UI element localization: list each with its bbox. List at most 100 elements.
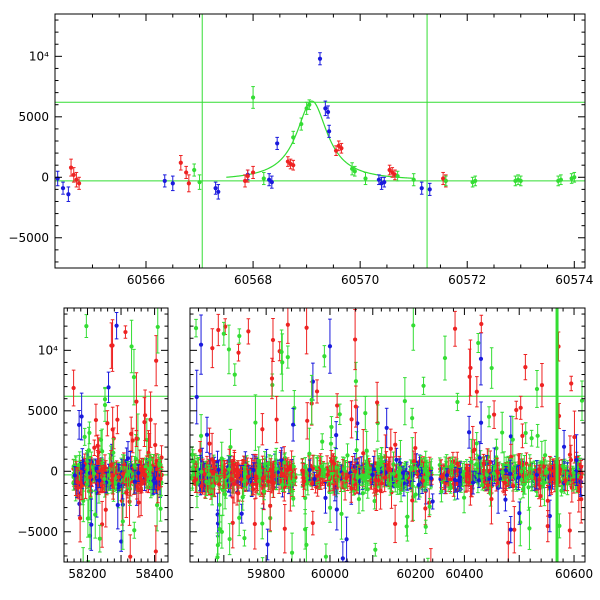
x-tick-label: 60572 — [448, 273, 486, 287]
data-point — [231, 462, 236, 467]
data-point — [81, 463, 86, 468]
data-point — [127, 499, 132, 504]
data-point — [323, 495, 328, 500]
data-point — [261, 176, 266, 181]
data-point — [134, 399, 139, 404]
data-point — [307, 451, 312, 456]
data-point — [361, 451, 366, 456]
data-point — [158, 462, 163, 467]
data-point — [353, 337, 358, 342]
bottom-plot-area — [64, 308, 585, 595]
data-point — [141, 587, 145, 591]
data-point — [210, 483, 216, 489]
data-point — [108, 462, 114, 468]
data-point — [127, 469, 132, 474]
data-point — [352, 169, 357, 174]
data-point — [291, 135, 296, 140]
data-point — [402, 399, 407, 404]
data-point — [411, 177, 416, 182]
data-point — [572, 175, 577, 180]
data-point — [219, 456, 224, 461]
data-point — [145, 591, 149, 595]
data-point — [239, 477, 244, 482]
data-point — [115, 502, 120, 508]
data-point — [363, 411, 368, 416]
data-point — [285, 322, 290, 327]
season-2 — [190, 308, 298, 562]
data-point — [111, 473, 116, 478]
data-point — [246, 329, 251, 334]
data-point — [198, 342, 204, 347]
data-point — [268, 503, 273, 508]
data-point — [410, 498, 415, 503]
data-point — [132, 528, 137, 533]
data-point — [287, 479, 292, 484]
data-point — [228, 444, 233, 450]
data-point — [100, 449, 105, 454]
data-point — [250, 170, 256, 175]
data-point — [354, 448, 359, 453]
data-point — [395, 173, 400, 179]
data-point — [197, 448, 203, 453]
data-point — [79, 483, 84, 488]
data-point — [270, 337, 276, 343]
data-point — [269, 376, 275, 381]
data-point — [427, 187, 432, 192]
data-point — [216, 477, 221, 482]
data-point — [341, 483, 347, 489]
data-point — [153, 442, 158, 448]
data-point — [155, 476, 161, 481]
data-point — [257, 478, 262, 484]
data-point — [374, 488, 379, 493]
data-point — [416, 482, 421, 487]
data-point — [186, 181, 191, 186]
data-point — [413, 492, 418, 497]
x-tick-label: 60574 — [555, 273, 593, 287]
data-point — [204, 479, 209, 485]
data-point — [291, 163, 296, 168]
data-point — [125, 472, 130, 478]
data-point — [221, 331, 226, 336]
data-point — [222, 492, 228, 497]
data-point — [190, 452, 195, 457]
series-blue — [55, 52, 432, 202]
data-point — [320, 439, 325, 444]
data-point — [106, 385, 111, 390]
data-point — [111, 450, 116, 455]
x-tick-label: 60570 — [341, 273, 379, 287]
data-point — [97, 536, 102, 541]
data-point — [124, 458, 129, 464]
data-point — [86, 448, 91, 453]
top-panel: 60566 60568 60570 60572 60574 −5000 0 5000 10⁴ — [8, 13, 593, 287]
data-point — [473, 178, 478, 184]
data-point — [317, 56, 323, 61]
data-point — [217, 502, 222, 507]
data-point — [119, 539, 124, 544]
data-point — [269, 479, 274, 484]
data-point — [102, 476, 107, 482]
data-point — [93, 466, 98, 471]
data-point — [129, 344, 134, 349]
data-point — [79, 414, 84, 419]
data-point — [155, 324, 160, 330]
data-point — [216, 482, 222, 487]
data-point — [91, 471, 97, 476]
data-point — [245, 173, 250, 179]
data-point — [76, 181, 82, 186]
data-point — [226, 467, 232, 472]
data-point — [309, 397, 314, 402]
data-point — [242, 536, 247, 541]
data-point — [285, 355, 290, 360]
data-point — [337, 412, 342, 417]
data-point — [139, 488, 144, 493]
data-point — [558, 177, 564, 182]
data-point — [199, 469, 204, 474]
data-point — [120, 471, 126, 477]
data-point — [216, 467, 221, 472]
data-point — [191, 468, 196, 473]
data-point — [411, 323, 416, 328]
y-tick-label: 0 — [41, 170, 49, 184]
data-point — [237, 515, 242, 520]
data-point — [363, 176, 368, 181]
